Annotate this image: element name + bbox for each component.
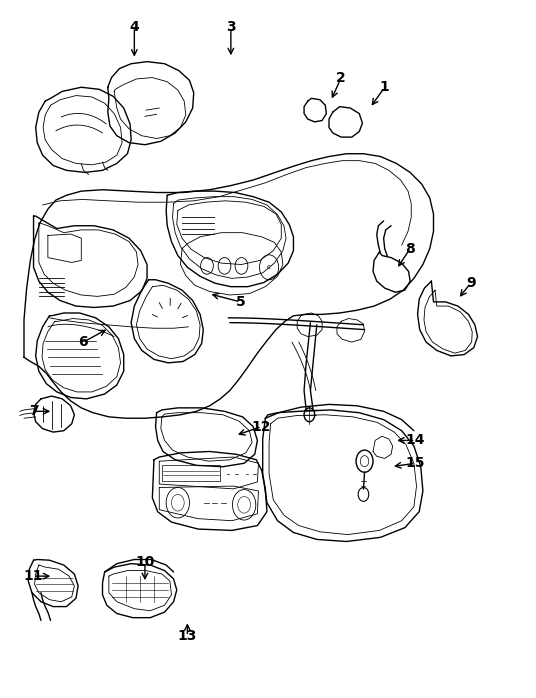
Text: 7: 7	[29, 404, 39, 418]
Text: 10: 10	[135, 556, 154, 570]
Text: 1: 1	[380, 80, 390, 94]
Text: c: c	[267, 265, 271, 270]
Text: 3: 3	[226, 20, 236, 34]
Text: 15: 15	[406, 456, 425, 470]
Text: 9: 9	[466, 276, 475, 290]
Text: 2: 2	[336, 70, 346, 84]
Text: 13: 13	[178, 630, 197, 644]
Text: 6: 6	[79, 335, 88, 349]
Text: 14: 14	[406, 433, 425, 447]
Text: 4: 4	[130, 20, 139, 34]
Text: 5: 5	[235, 295, 245, 309]
Text: 11: 11	[24, 569, 43, 583]
Text: 8: 8	[405, 242, 415, 255]
Bar	[162, 466, 220, 480]
Text: 12: 12	[252, 419, 271, 433]
